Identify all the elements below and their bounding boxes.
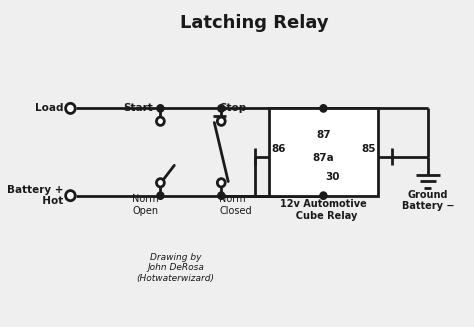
Bar [269,108,378,196]
Circle shape [156,179,164,187]
Circle shape [218,192,225,199]
Text: Ground
Battery −: Ground Battery − [401,190,454,211]
Circle shape [156,117,164,125]
Text: 12v Automotive
  Cube Relay: 12v Automotive Cube Relay [280,199,367,221]
Circle shape [157,192,164,199]
Circle shape [320,192,327,199]
Text: 30: 30 [326,172,340,182]
Text: Stop: Stop [219,103,246,113]
Text: Start: Start [123,103,153,113]
Text: 86: 86 [271,144,286,154]
Circle shape [218,105,225,112]
Text: Norm
Open: Norm Open [132,194,158,216]
Circle shape [218,117,225,125]
Circle shape [65,191,75,201]
Text: 87a: 87a [312,153,334,163]
Text: 87: 87 [316,130,331,140]
Text: Norm
Closed: Norm Closed [219,194,252,216]
Text: Battery +
  Hot: Battery + Hot [7,185,64,206]
Text: 85: 85 [361,144,375,154]
Circle shape [65,103,75,113]
Circle shape [218,179,225,187]
Circle shape [157,105,164,112]
Text: Load: Load [35,103,64,113]
Text: Latching Relay: Latching Relay [180,14,328,32]
Text: Drawing by
John DeRosa
(Hotwaterwizard): Drawing by John DeRosa (Hotwaterwizard) [137,253,215,283]
Circle shape [320,105,327,112]
